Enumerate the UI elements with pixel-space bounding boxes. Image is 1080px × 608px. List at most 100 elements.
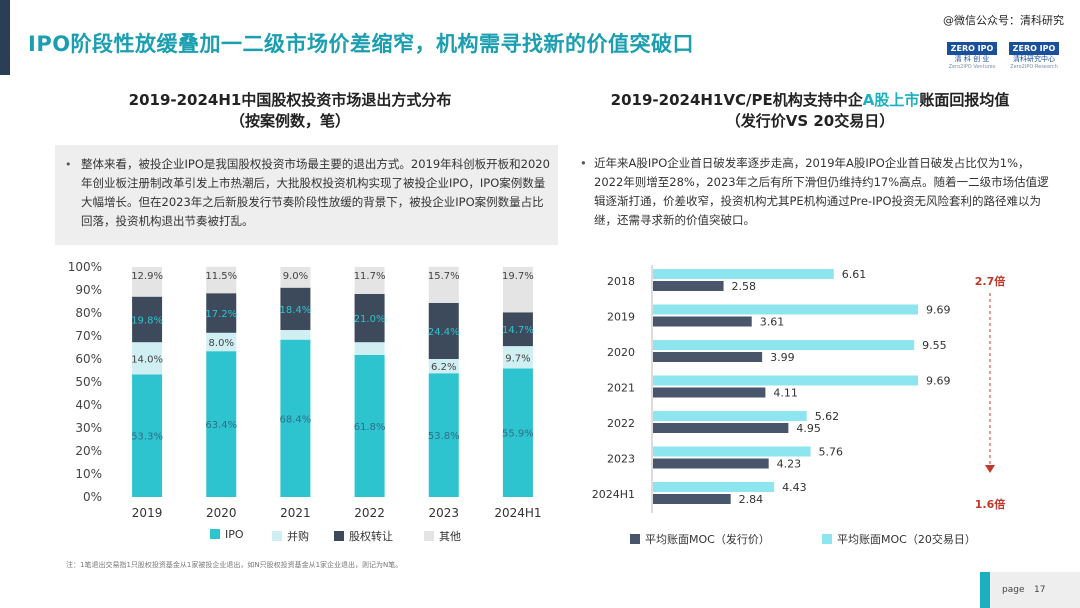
data-label: 6.2% — [431, 362, 456, 373]
page-label: page — [1002, 585, 1025, 595]
data-label: 24.4% — [428, 327, 460, 338]
legend-swatch-ma — [272, 531, 282, 541]
bar-moc-issue — [653, 494, 731, 504]
left-summary-text: 整体来看，被投企业IPO是我国股权投资市场最主要的退出方式。2019年科创板开板… — [81, 157, 550, 228]
bar-segment-ma — [280, 330, 311, 340]
bar-segment-equity-transfer — [428, 302, 459, 359]
data-label: 14.0% — [131, 354, 163, 365]
x-tick-label: 2019 — [132, 506, 163, 520]
y-tick-label: 100% — [68, 260, 102, 274]
data-label: 5.62 — [815, 410, 840, 423]
bar-moc-issue — [653, 423, 789, 433]
ratio-annotation-top: 2.7倍 — [975, 274, 1006, 288]
moc-return-chart: 2018 6.61 2.58 2019 9.69 3.61 2020 9.55 3.99 2021… — [592, 265, 1006, 513]
y-tick-label: 40% — [75, 398, 102, 412]
bar-moc-20d — [653, 269, 834, 279]
data-label: 55.9% — [502, 429, 534, 440]
data-label: 11.5% — [205, 271, 237, 282]
data-label: 68.4% — [280, 414, 312, 425]
bar-segment-ipo — [428, 373, 459, 497]
y-tick-label: 50% — [75, 375, 102, 389]
exit-distribution-chart: 0% 10% 20% 30% 40% 50% 60% 70% 80% 90% 100% 53.3% 14… — [68, 260, 542, 520]
data-label: 19.8% — [131, 315, 163, 326]
bar-moc-20d — [653, 482, 775, 492]
x-tick-label: 2023 — [428, 506, 459, 520]
x-tick-label: 2021 — [280, 506, 311, 520]
bar-segment-ipo — [132, 374, 163, 497]
bar-segment-equity-transfer — [502, 312, 533, 347]
y-category-label: 2023 — [607, 453, 635, 466]
data-label: 9.7% — [505, 353, 530, 364]
y-tick-label: 10% — [75, 467, 102, 481]
data-label: 53.8% — [428, 431, 460, 442]
bar-segment-equity-transfer — [280, 287, 311, 331]
data-label: 61.8% — [354, 422, 386, 433]
data-label: 4.95 — [796, 422, 821, 435]
data-label: 3.61 — [760, 316, 785, 329]
bar-segment-equity-transfer — [206, 293, 237, 333]
bar-moc-20d — [653, 340, 915, 350]
data-label: 15.7% — [428, 271, 460, 282]
zero2ipo-ventures-logo: ZERO IPO 清 科 创 业 Zero2IPO Ventures — [946, 42, 998, 70]
bar-moc-20d — [653, 446, 811, 457]
page-indicator: page 17 — [980, 572, 1080, 608]
bar-segment-ma — [502, 346, 533, 369]
data-label: 2.84 — [739, 493, 764, 506]
data-label: 18.4% — [280, 305, 312, 316]
y-tick-label: 60% — [75, 352, 102, 366]
bar-moc-20d — [653, 375, 918, 386]
data-label: 63.4% — [205, 420, 237, 431]
bar-segment-other — [206, 266, 237, 294]
legend-item-ma: 并购 — [272, 528, 309, 544]
legend-swatch-ipo — [210, 529, 220, 539]
bullet-dot: • — [65, 158, 72, 171]
bar-moc-issue — [653, 281, 724, 291]
bar-segment-equity-transfer — [354, 293, 385, 343]
bar-segment-ma — [132, 342, 163, 375]
y-category-label: 2020 — [607, 346, 635, 359]
bar-segment-other — [428, 266, 459, 303]
data-label: 19.7% — [502, 271, 534, 282]
bar-moc-issue — [653, 387, 766, 398]
legend-item-equity-transfer: 股权转让 — [334, 528, 393, 544]
x-tick-label: 2020 — [206, 506, 237, 520]
data-label: 5.76 — [819, 446, 844, 459]
data-label: 6.61 — [842, 268, 867, 281]
bar-segment-ipo — [280, 339, 311, 497]
page-title: IPO阶段性放缓叠加一二级市场价差缩窄，机构需寻找新的价值突破口 — [28, 32, 695, 56]
legend-item-moc-issue: 平均账面MOC（发行价） — [630, 531, 770, 547]
data-label: 21.0% — [354, 314, 386, 325]
bar-segment-other — [132, 267, 163, 297]
y-category-label: 2019 — [607, 311, 635, 324]
data-label: 9.0% — [283, 271, 308, 282]
trend-arrow-head — [985, 465, 995, 473]
bar-moc-20d — [653, 411, 807, 421]
bar-segment-ma — [354, 342, 385, 355]
right-chart-title-line1: 2019-2024H1VC/PE机构支持中企A股上市账面回报均值 — [610, 91, 1010, 109]
data-label: 9.69 — [926, 375, 951, 388]
bar-moc-issue — [653, 458, 769, 469]
y-tick-label: 0% — [83, 490, 102, 504]
data-label: 17.2% — [205, 309, 237, 320]
data-label: 9.55 — [922, 339, 947, 352]
bar-segment-other — [354, 267, 385, 294]
y-category-label: 2022 — [607, 417, 635, 430]
right-chart-title: 2019-2024H1VC/PE机构支持中企A股上市账面回报均值 （发行价VS … — [560, 90, 1060, 132]
bar-segment-other — [502, 267, 533, 313]
bar-segment-ipo — [206, 351, 237, 497]
bar-moc-issue — [653, 352, 763, 362]
data-label: 3.99 — [770, 351, 795, 364]
left-chart-title-line1: 2019-2024H1中国股权投资市场退出方式分布 — [128, 91, 452, 109]
y-tick-label: 90% — [75, 283, 102, 297]
bar-moc-issue — [653, 316, 752, 327]
bullet-dot: • — [580, 156, 587, 170]
title-highlight: A股上市 — [862, 91, 920, 109]
legend-item-moc-20d: 平均账面MOC（20交易日） — [822, 531, 976, 547]
data-label: 9.69 — [926, 304, 951, 317]
legend-item-other: 其他 — [424, 528, 461, 544]
bar-moc-20d — [653, 304, 918, 315]
data-label: 2.58 — [732, 280, 757, 293]
data-label: 12.9% — [131, 271, 163, 282]
footnote: 注：1笔退出交易指1只股权投资基金从1家被投企业退出，如N只股权投资基金从1家企… — [66, 561, 403, 569]
data-label: 4.11 — [773, 387, 798, 400]
